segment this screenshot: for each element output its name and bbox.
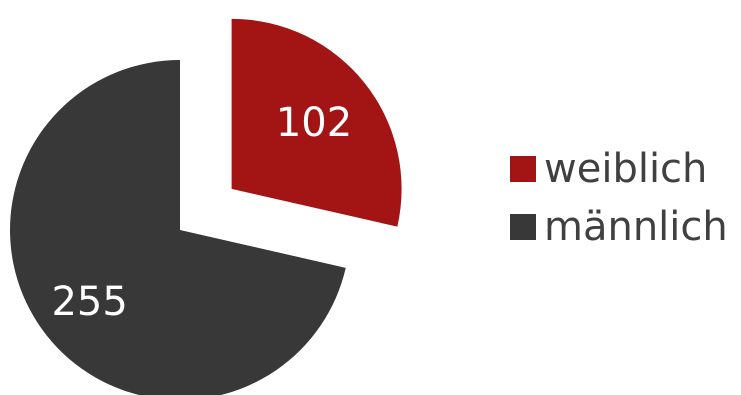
legend-item-weiblich: weiblich: [510, 140, 728, 198]
legend-label-weiblich: weiblich: [544, 146, 708, 192]
legend-item-maennlich: männlich: [510, 198, 728, 256]
pie-slice-weiblich: [231, 18, 402, 227]
pie-slice-maennlich: [10, 60, 346, 395]
data-label-maennlich: 255: [51, 279, 127, 325]
chart-legend: weiblich männlich: [510, 140, 728, 256]
data-label-weiblich: 102: [276, 100, 352, 146]
legend-label-maennlich: männlich: [544, 204, 728, 250]
legend-swatch-weiblich: [510, 156, 536, 182]
legend-swatch-maennlich: [510, 214, 536, 240]
